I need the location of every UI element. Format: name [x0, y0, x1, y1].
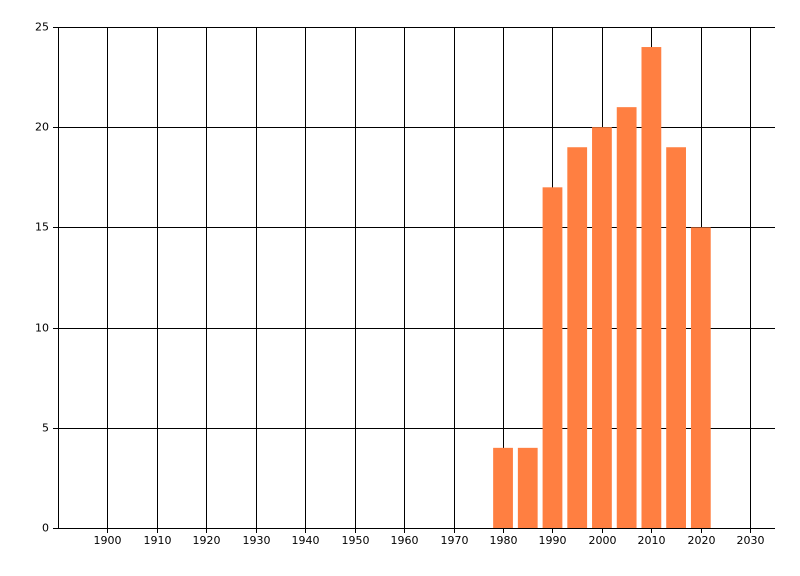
x-tick-label: 2030 — [737, 534, 765, 547]
x-tick-label: 1940 — [292, 534, 320, 547]
x-tick-label: 1990 — [539, 534, 567, 547]
bar — [666, 147, 686, 529]
bar — [493, 447, 513, 528]
x-tick-label: 1950 — [342, 534, 370, 547]
y-tick-label: 10 — [35, 322, 49, 335]
y-tick-label: 0 — [42, 522, 49, 535]
x-tick-label: 1900 — [94, 534, 122, 547]
bar — [592, 127, 612, 528]
x-tick-label: 1970 — [441, 534, 469, 547]
x-tick-label: 1960 — [391, 534, 419, 547]
y-tick-label: 15 — [35, 221, 49, 234]
bar — [517, 447, 538, 528]
bar — [690, 227, 711, 528]
x-tick-label: 1930 — [243, 534, 271, 547]
x-tick-label: 2010 — [638, 534, 666, 547]
x-tick-label: 2000 — [589, 534, 617, 547]
bar — [567, 147, 588, 529]
x-tick-label: 1910 — [144, 534, 172, 547]
bar — [542, 187, 563, 528]
x-tick-label: 2020 — [688, 534, 716, 547]
y-tick-label: 20 — [35, 121, 49, 134]
y-tick-label: 25 — [35, 21, 49, 34]
x-tick-label: 1920 — [193, 534, 221, 547]
bar — [641, 47, 662, 528]
x-tick-label: 1980 — [490, 534, 518, 547]
y-tick-label: 5 — [42, 422, 49, 435]
bar — [616, 107, 637, 528]
